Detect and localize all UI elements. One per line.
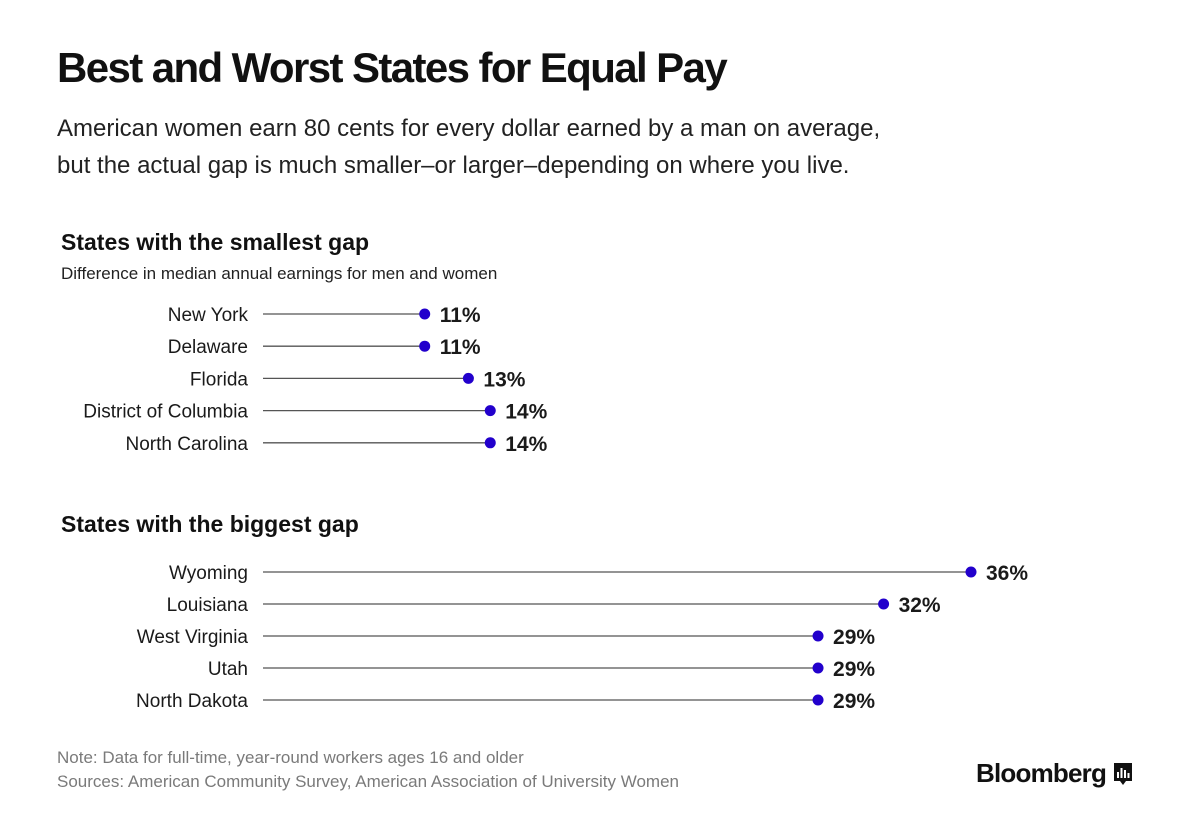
category-label-new-york: New York [168, 305, 249, 326]
data-point-new-york [419, 308, 431, 320]
footer-note: Note: Data for full-time, year-round wor… [57, 748, 524, 767]
data-point-louisiana [878, 598, 890, 610]
value-label-utah: 29% [833, 658, 875, 681]
footer-sources: Sources: American Community Survey, Amer… [57, 772, 679, 791]
subtitle-line-1: American women earn 80 cents for every d… [57, 115, 881, 142]
category-label-florida: Florida [190, 369, 249, 390]
page-title: Best and Worst States for Equal Pay [57, 44, 728, 91]
brand-name: Bloomberg [976, 758, 1107, 788]
category-label-utah: Utah [208, 659, 248, 680]
category-label-north-dakota: North Dakota [136, 691, 248, 712]
bar-chart-icon [1114, 762, 1133, 785]
subtitle-line-2: but the actual gap is much smaller–or la… [57, 152, 850, 179]
data-point-wyoming [965, 566, 977, 578]
data-point-utah [812, 662, 824, 674]
category-label-north-carolina: North Carolina [126, 434, 249, 455]
data-point-west-virginia [812, 630, 824, 642]
section-title-smallest-gap: States with the smallest gap [61, 229, 370, 255]
value-label-district-of-columbia: 14% [505, 401, 547, 424]
value-label-louisiana: 32% [899, 594, 941, 617]
data-point-north-dakota [812, 694, 824, 706]
category-label-delaware: Delaware [168, 337, 248, 358]
data-point-north-carolina [484, 437, 496, 449]
value-label-new-york: 11% [440, 304, 481, 327]
data-point-florida [462, 372, 474, 384]
value-label-north-carolina: 14% [505, 433, 547, 456]
category-label-louisiana: Louisiana [167, 595, 249, 616]
value-label-florida: 13% [483, 368, 525, 391]
section-title-biggest-gap: States with the biggest gap [61, 511, 359, 537]
footer: Note: Data for full-time, year-round wor… [57, 746, 679, 794]
data-point-delaware [419, 340, 431, 352]
value-label-north-dakota: 29% [833, 690, 875, 713]
value-label-wyoming: 36% [986, 562, 1028, 585]
bloomberg-logo: Bloomberg [976, 758, 1134, 789]
page-subtitle: American women earn 80 cents for every d… [57, 110, 1057, 184]
category-label-district-of-columbia: District of Columbia [83, 402, 248, 423]
category-label-wyoming: Wyoming [169, 563, 248, 584]
category-label-west-virginia: West Virginia [137, 627, 249, 648]
value-label-delaware: 11% [440, 336, 481, 359]
section-subtitle-smallest-gap: Difference in median annual earnings for… [61, 264, 498, 283]
value-label-west-virginia: 29% [833, 626, 875, 649]
data-point-district-of-columbia [484, 405, 496, 417]
